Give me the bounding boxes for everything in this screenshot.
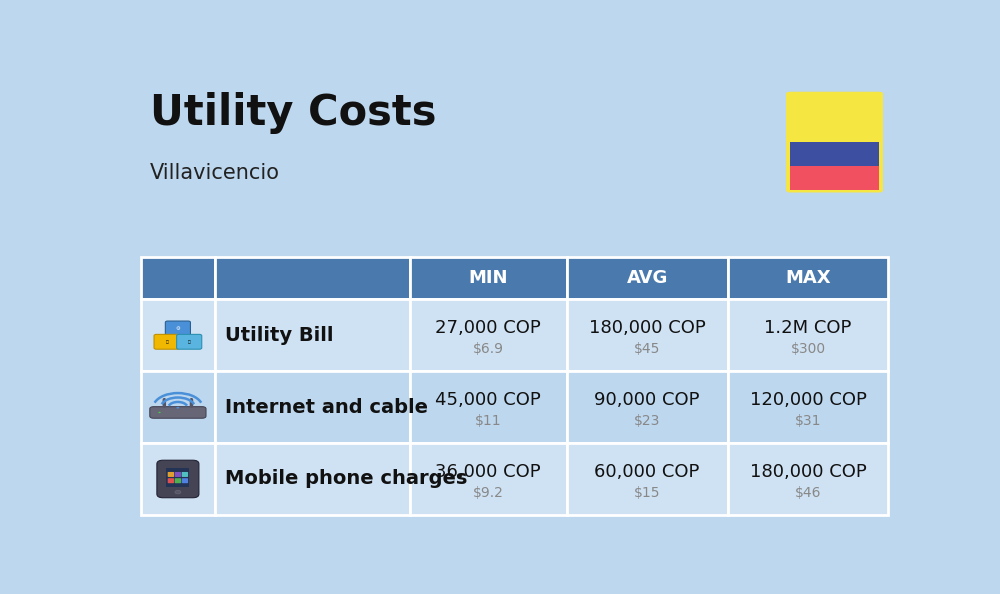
Text: 🚿: 🚿 xyxy=(188,340,191,344)
FancyBboxPatch shape xyxy=(786,92,883,192)
FancyBboxPatch shape xyxy=(177,334,202,349)
Text: $9.2: $9.2 xyxy=(473,486,504,500)
Circle shape xyxy=(158,412,161,413)
Text: Utility Bill: Utility Bill xyxy=(225,326,333,345)
Text: MAX: MAX xyxy=(785,269,831,287)
FancyBboxPatch shape xyxy=(140,299,215,371)
Text: 180,000 COP: 180,000 COP xyxy=(750,463,866,481)
Text: Utility Costs: Utility Costs xyxy=(150,92,436,134)
FancyBboxPatch shape xyxy=(567,257,728,299)
FancyBboxPatch shape xyxy=(728,371,888,443)
FancyBboxPatch shape xyxy=(567,299,728,371)
FancyBboxPatch shape xyxy=(182,478,188,483)
Text: $6.9: $6.9 xyxy=(473,342,504,356)
Text: MIN: MIN xyxy=(469,269,508,287)
FancyBboxPatch shape xyxy=(410,299,567,371)
Text: $11: $11 xyxy=(475,414,502,428)
FancyBboxPatch shape xyxy=(140,443,215,515)
Text: 60,000 COP: 60,000 COP xyxy=(594,463,700,481)
Text: Villavicencio: Villavicencio xyxy=(150,163,280,183)
FancyBboxPatch shape xyxy=(728,257,888,299)
FancyBboxPatch shape xyxy=(567,443,728,515)
FancyBboxPatch shape xyxy=(567,371,728,443)
Text: $300: $300 xyxy=(790,342,826,356)
Text: 45,000 COP: 45,000 COP xyxy=(435,391,541,409)
Text: $23: $23 xyxy=(634,414,660,428)
Text: $15: $15 xyxy=(634,486,660,500)
FancyBboxPatch shape xyxy=(150,407,206,418)
Text: 90,000 COP: 90,000 COP xyxy=(594,391,700,409)
Text: ⚙: ⚙ xyxy=(176,326,180,331)
Bar xyxy=(790,142,879,166)
FancyBboxPatch shape xyxy=(140,371,215,443)
Text: 180,000 COP: 180,000 COP xyxy=(589,319,706,337)
FancyBboxPatch shape xyxy=(165,321,190,336)
FancyBboxPatch shape xyxy=(410,371,567,443)
Text: $46: $46 xyxy=(795,486,821,500)
Text: 36,000 COP: 36,000 COP xyxy=(435,463,541,481)
FancyBboxPatch shape xyxy=(728,443,888,515)
FancyBboxPatch shape xyxy=(157,460,199,498)
Text: 120,000 COP: 120,000 COP xyxy=(750,391,866,409)
Text: $31: $31 xyxy=(795,414,821,428)
FancyBboxPatch shape xyxy=(215,299,410,371)
FancyBboxPatch shape xyxy=(786,92,883,144)
Text: Mobile phone charges: Mobile phone charges xyxy=(225,469,467,488)
FancyBboxPatch shape xyxy=(175,478,181,483)
Text: $45: $45 xyxy=(634,342,660,356)
Text: AVG: AVG xyxy=(626,269,668,287)
FancyBboxPatch shape xyxy=(168,478,174,483)
FancyBboxPatch shape xyxy=(140,257,215,299)
Text: 27,000 COP: 27,000 COP xyxy=(435,319,541,337)
FancyBboxPatch shape xyxy=(175,472,181,477)
FancyBboxPatch shape xyxy=(166,469,189,487)
FancyBboxPatch shape xyxy=(215,371,410,443)
Circle shape xyxy=(175,491,181,494)
Text: 🔌: 🔌 xyxy=(165,340,168,344)
FancyBboxPatch shape xyxy=(215,257,410,299)
Circle shape xyxy=(176,407,179,409)
FancyBboxPatch shape xyxy=(168,472,174,477)
Text: 1.2M COP: 1.2M COP xyxy=(764,319,852,337)
FancyBboxPatch shape xyxy=(728,299,888,371)
Bar xyxy=(790,166,879,190)
FancyBboxPatch shape xyxy=(154,334,179,349)
FancyBboxPatch shape xyxy=(410,257,567,299)
FancyBboxPatch shape xyxy=(410,443,567,515)
FancyBboxPatch shape xyxy=(215,443,410,515)
FancyBboxPatch shape xyxy=(182,472,188,477)
Text: Internet and cable: Internet and cable xyxy=(225,397,428,416)
